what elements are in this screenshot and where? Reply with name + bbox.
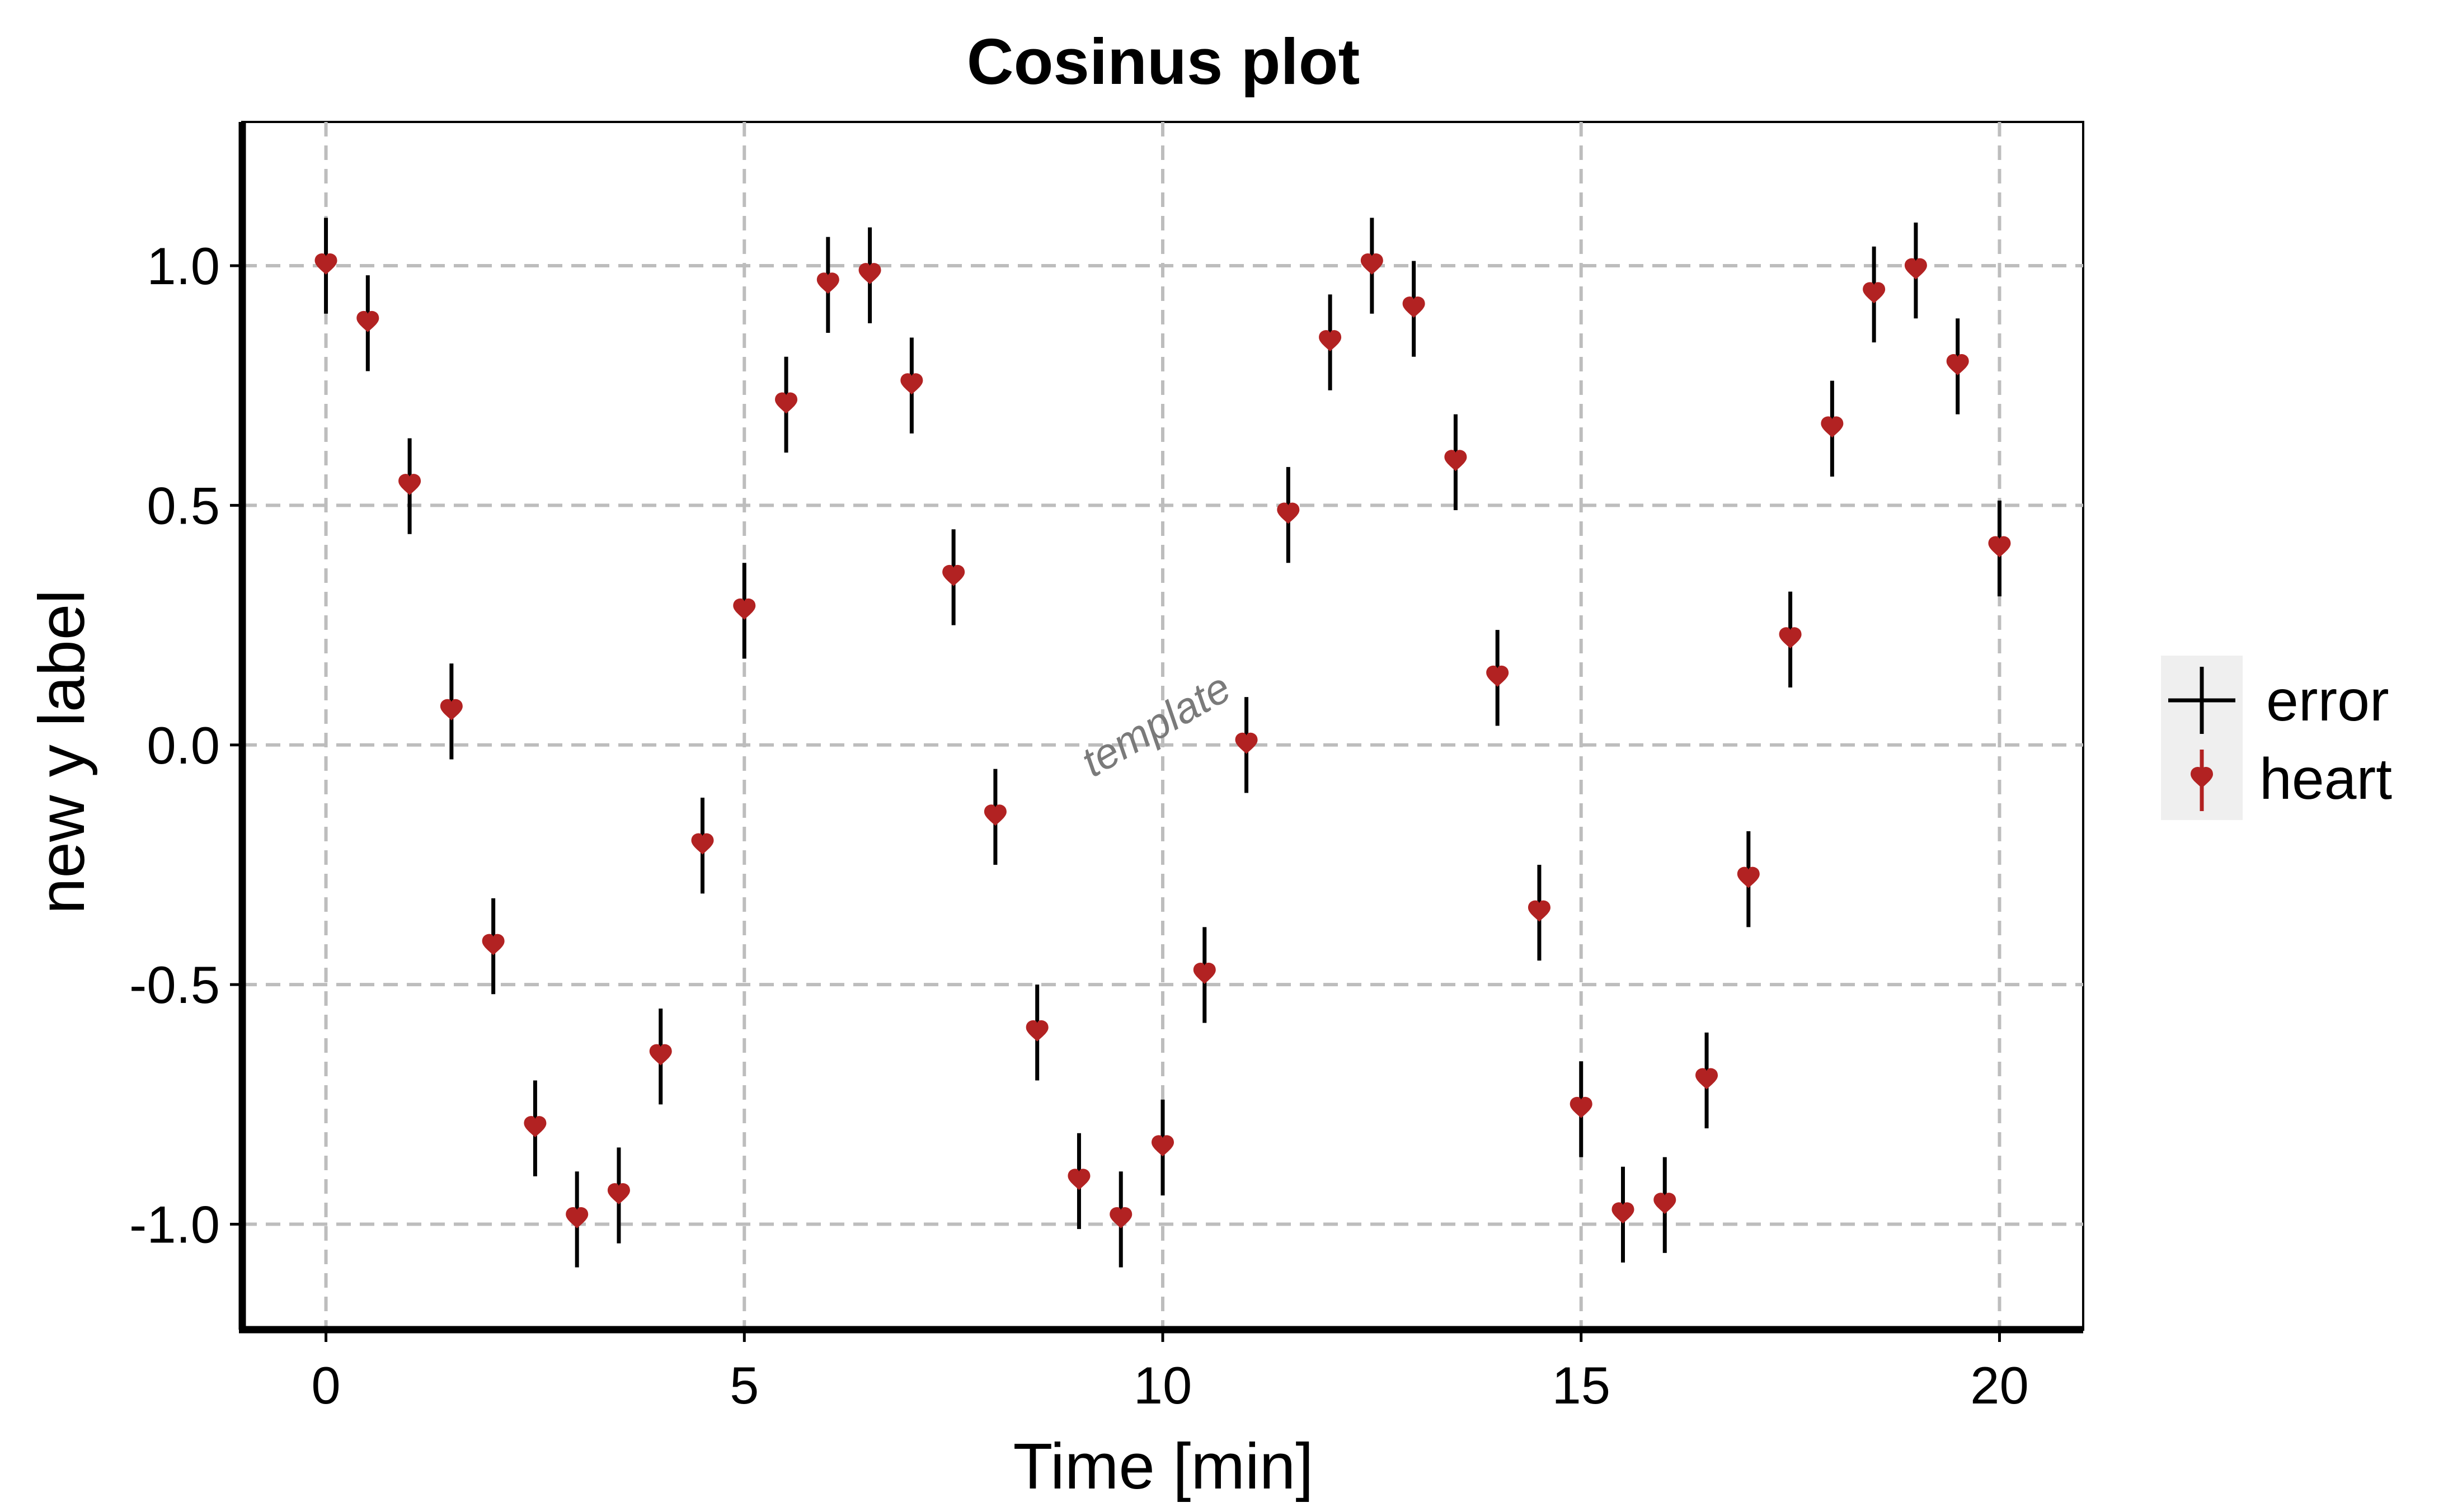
heart-marker	[1486, 665, 1509, 687]
heart-marker	[1695, 1068, 1718, 1090]
heart-marker	[566, 1207, 589, 1228]
heart-marker	[1988, 536, 2011, 558]
heart-markers	[314, 253, 2011, 1228]
y-tick-label: 0.5	[147, 476, 220, 535]
heart-marker	[1277, 502, 1300, 524]
heart-marker	[1402, 296, 1425, 318]
chart-title: Cosinus plot	[967, 25, 1360, 98]
heart-marker	[1528, 900, 1550, 922]
heart-marker	[1779, 627, 1802, 649]
heart-marker	[1737, 866, 1760, 888]
heart-marker	[984, 804, 1007, 826]
heart-marker	[524, 1116, 547, 1138]
y-tick-label: -0.5	[129, 955, 220, 1014]
heart-marker	[1946, 354, 1969, 375]
heart-marker	[482, 934, 505, 955]
heart-icon	[2191, 767, 2213, 788]
heart-marker	[1863, 282, 1886, 304]
heart-marker	[1360, 253, 1383, 275]
grid-lines	[242, 122, 2083, 1330]
heart-marker	[649, 1044, 672, 1066]
heart-marker	[398, 474, 421, 496]
legend-key-heart	[2191, 750, 2213, 811]
y-axis-title: new y label	[25, 590, 98, 914]
heart-marker	[858, 263, 881, 285]
heart-marker	[607, 1183, 630, 1205]
heart-marker	[942, 564, 965, 586]
x-axis-title: Time [min]	[1013, 1430, 1313, 1502]
heart-marker	[1444, 450, 1467, 472]
heart-marker	[1319, 330, 1342, 352]
heart-marker	[1904, 258, 1927, 280]
heart-marker	[1110, 1207, 1133, 1228]
y-tick-label: 0.0	[147, 716, 220, 775]
y-tick-label: -1.0	[129, 1195, 220, 1254]
heart-marker	[1821, 416, 1844, 438]
heart-marker	[775, 392, 798, 414]
heart-marker	[440, 699, 463, 720]
heart-marker	[1653, 1193, 1676, 1214]
y-tick-label: 1.0	[147, 237, 220, 295]
heart-marker	[1152, 1135, 1174, 1157]
heart-marker	[691, 833, 714, 855]
axis-ticks: 0 5 10 15 20 1.0 0.5 0.0 -0.5 -1.0	[129, 237, 2029, 1415]
x-tick-label: 20	[1970, 1356, 2029, 1415]
heart-marker	[816, 272, 839, 294]
heart-marker	[356, 310, 379, 332]
x-tick-label: 0	[311, 1356, 340, 1415]
heart-marker	[733, 598, 756, 620]
heart-marker	[1068, 1169, 1091, 1190]
plot-area: 0 5 10 15 201.00.50.0-0.5-1.0 template	[129, 121, 2084, 1415]
heart-marker	[314, 253, 337, 275]
x-tick-label: 15	[1552, 1356, 1610, 1415]
legend-label-error: error	[2266, 668, 2389, 733]
legend-label-heart: heart	[2259, 747, 2392, 812]
heart-marker	[900, 373, 923, 395]
x-tick-label: 5	[730, 1356, 759, 1415]
heart-marker	[1026, 1020, 1049, 1042]
x-tick-label: 10	[1134, 1356, 1192, 1415]
heart-marker	[1193, 963, 1216, 985]
heart-marker	[1235, 732, 1258, 754]
heart-marker	[1570, 1096, 1592, 1118]
legend: error heart	[2161, 656, 2392, 820]
heart-marker	[1611, 1202, 1634, 1224]
legend-key-error	[2168, 667, 2235, 734]
